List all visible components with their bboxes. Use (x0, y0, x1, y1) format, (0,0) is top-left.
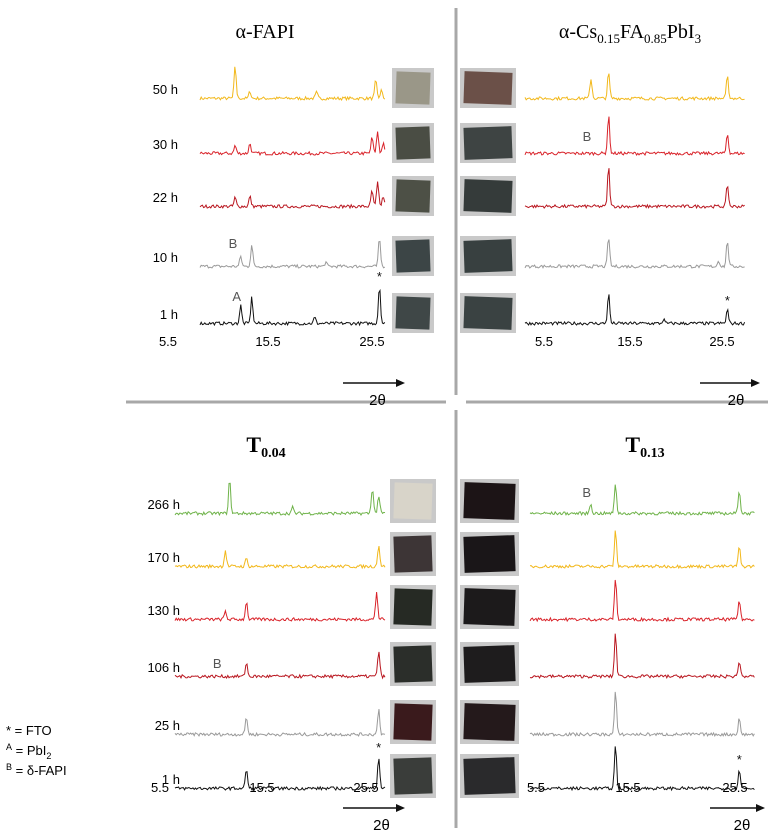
panel-t013: B * 5.5 15.5 25.5 2θ (460, 479, 765, 832)
x-axis-label: 2θ (373, 817, 390, 832)
xrd-trace (524, 294, 746, 326)
time-label: 1 h (160, 307, 178, 322)
x-tick-label: 25.5 (359, 334, 384, 349)
x-tick-label: 5.5 (535, 334, 553, 349)
sample-photo (395, 239, 431, 273)
panel-title-t004: T0.04 (246, 432, 285, 461)
arrow-head-icon (751, 379, 760, 387)
sample-photo (463, 703, 516, 741)
xrd-trace (174, 758, 386, 792)
xrd-trace (199, 240, 386, 269)
panel-t004: 266 h 170 h 130 h 106 h 25 h 1 h B * 5.5 15.5 25.5… (147, 479, 436, 832)
peak-marker: B (583, 129, 592, 144)
sample-photo (395, 179, 431, 213)
sample-photo (463, 757, 516, 795)
panel-title-cs: α-Cs0.15FA0.85PbI3 (559, 21, 701, 46)
time-label: 30 h (153, 137, 178, 152)
xrd-trace (174, 546, 386, 570)
sample-photo (463, 179, 513, 213)
xrd-trace (199, 288, 386, 327)
xrd-trace (524, 168, 745, 210)
xrd-trace (524, 239, 745, 269)
x-tick-label: 5.5 (527, 780, 545, 795)
time-label: 1 h (162, 772, 180, 787)
sample-photo (463, 645, 516, 683)
x-tick-label: 5.5 (151, 780, 169, 795)
sample-photo (463, 71, 513, 105)
panel-fapi: 50 h 30 h 22 h 10 h 1 h B A * 5.5 15.5 25.5 2θ (153, 66, 434, 409)
legend: * = FTO A = PbI2 B = δ-FAPI (6, 723, 67, 778)
xrd-trace (199, 181, 386, 210)
peak-marker: * (377, 269, 382, 284)
panel-cs: B * 5.5 15.5 25.5 2θ (460, 68, 760, 409)
x-axis-label: 2θ (369, 392, 386, 409)
xrd-trace (529, 530, 755, 570)
arrow-head-icon (396, 379, 405, 387)
x-tick-label: 15.5 (255, 334, 280, 349)
sample-photo (393, 703, 433, 741)
xrd-trace (524, 73, 745, 102)
peak-marker: * (737, 752, 742, 767)
xrd-trace (529, 484, 755, 517)
sample-photo (393, 535, 433, 573)
x-tick-label: 25.5 (353, 780, 378, 795)
xrd-trace (529, 633, 755, 680)
time-label: 22 h (153, 190, 178, 205)
sample-photo (463, 588, 516, 626)
sample-photo (395, 296, 431, 330)
xrd-trace (529, 746, 755, 792)
sample-photo (393, 757, 433, 795)
time-label: 130 h (147, 603, 180, 618)
sample-photo (395, 71, 431, 105)
peak-marker: * (725, 293, 730, 308)
panel-title-t013: T0.13 (625, 432, 664, 461)
sample-photo (463, 239, 513, 273)
peak-marker: A (232, 289, 241, 304)
x-tick-label: 15.5 (249, 780, 274, 795)
xrd-trace (174, 592, 386, 622)
xrd-trace (529, 691, 755, 738)
xrd-trace (174, 482, 386, 517)
time-label: 25 h (155, 718, 180, 733)
peak-marker: B (213, 656, 222, 671)
x-axis-label: 2θ (728, 392, 745, 409)
x-axis-label: 2θ (734, 817, 751, 832)
sample-photo (463, 126, 513, 160)
arrow-head-icon (756, 804, 765, 812)
time-label: 10 h (153, 250, 178, 265)
panel-title-fapi: α-FAPI (235, 21, 294, 43)
sample-photo (393, 588, 433, 626)
peak-marker: * (376, 740, 381, 755)
sample-photo (393, 482, 433, 520)
x-tick-label: 25.5 (722, 780, 747, 795)
arrow-head-icon (396, 804, 405, 812)
sample-photo (463, 482, 516, 520)
x-tick-label: 15.5 (615, 780, 640, 795)
legend-fto: * = FTO (6, 723, 52, 738)
legend-pbi2: A = PbI2 (6, 742, 51, 761)
sample-photo (463, 535, 516, 573)
xrd-trace (199, 66, 386, 102)
time-label: 266 h (147, 497, 180, 512)
peak-marker: B (582, 485, 591, 500)
sample-photo (393, 645, 433, 683)
sample-photo (395, 126, 431, 160)
legend-delta-fapi: B = δ-FAPI (6, 762, 67, 778)
time-label: 170 h (147, 550, 180, 565)
x-tick-label: 25.5 (709, 334, 734, 349)
time-label: 106 h (147, 660, 180, 675)
sample-photo (463, 296, 513, 330)
xrd-trace (174, 709, 386, 737)
xrd-trace (529, 579, 755, 623)
xrd-trace (174, 651, 386, 680)
x-tick-label: 5.5 (159, 334, 177, 349)
xrd-trace (524, 116, 745, 157)
x-tick-label: 15.5 (617, 334, 642, 349)
peak-marker: B (229, 236, 238, 251)
time-label: 50 h (153, 82, 178, 97)
xrd-trace (199, 131, 386, 157)
